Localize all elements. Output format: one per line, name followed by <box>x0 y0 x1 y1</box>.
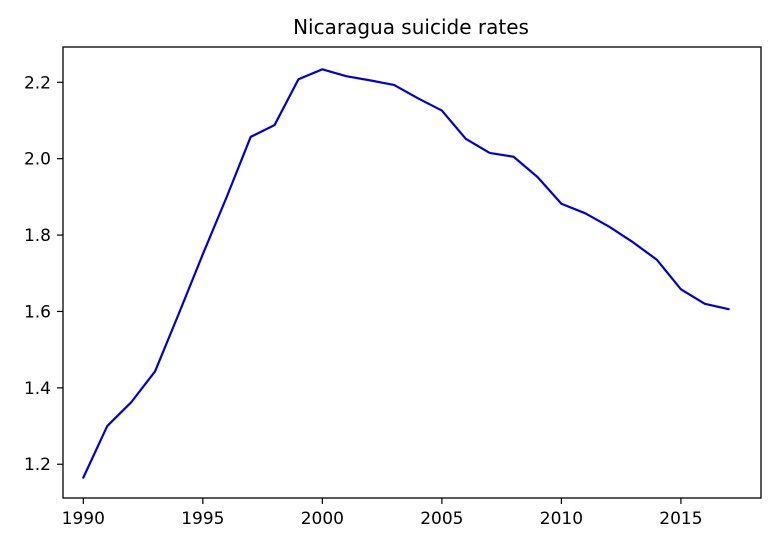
x-tick-label: 2000 <box>301 509 344 529</box>
y-tick-label: 1.8 <box>24 226 51 246</box>
x-tick-label: 2005 <box>420 509 463 529</box>
x-tick-label: 2010 <box>540 509 583 529</box>
y-tick-label: 1.4 <box>24 379 51 399</box>
chart-title: Nicaragua suicide rates <box>293 15 529 39</box>
y-tick-label: 1.2 <box>24 455 51 475</box>
x-tick-label: 1995 <box>181 509 224 529</box>
plot-area: 1990 1995 2000 2005 2010 2015 1.2 1.4 1.6 1.8 2.0 2… <box>24 46 762 529</box>
y-tick-label: 1.6 <box>24 302 51 322</box>
y-tick-label: 2.2 <box>24 73 51 93</box>
series-line-0 <box>82 68 730 479</box>
axes-frame <box>62 46 762 499</box>
y-tick-label: 2.0 <box>24 150 51 170</box>
x-tick-label: 1990 <box>62 509 105 529</box>
x-tick-label: 2015 <box>659 509 702 529</box>
